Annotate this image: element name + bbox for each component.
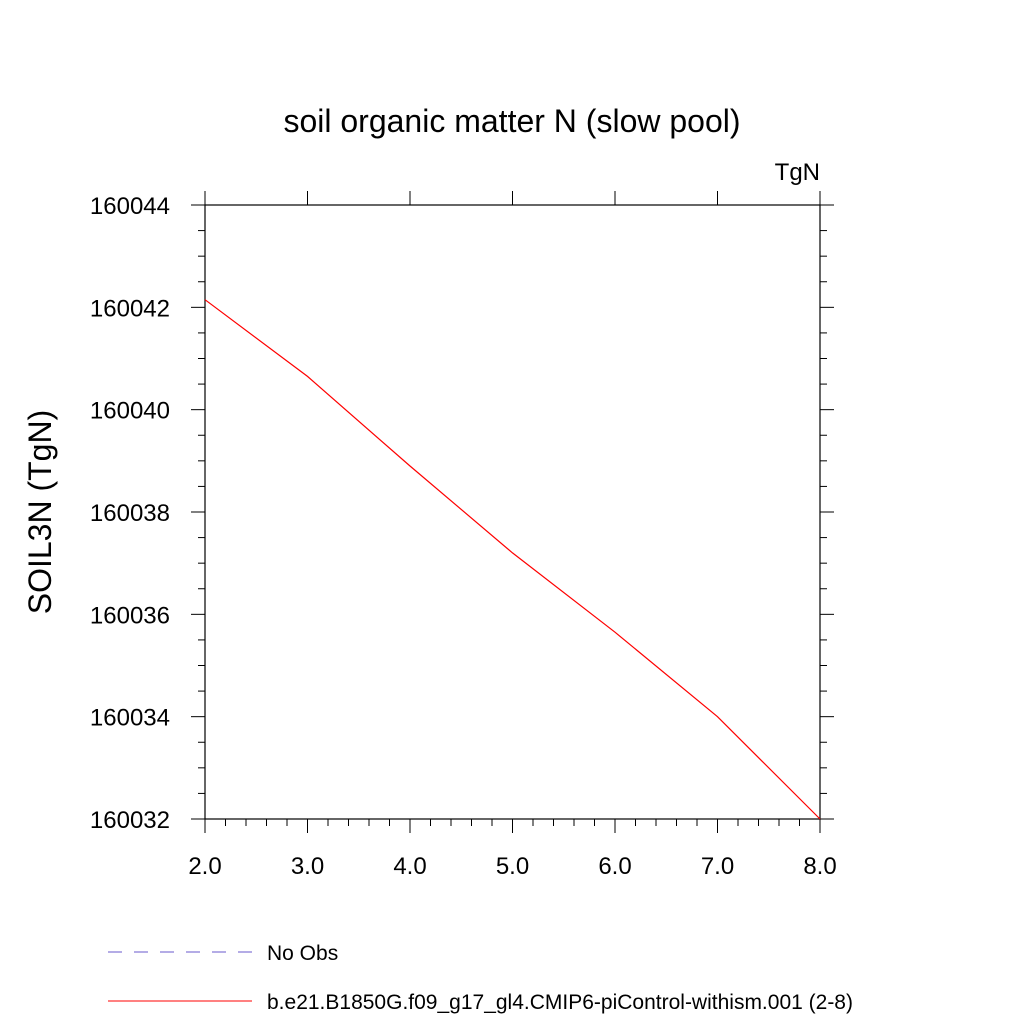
y-tick-label: 160040 [90, 398, 170, 425]
units-label: TgN [775, 159, 820, 186]
series-line [204, 299, 821, 820]
chart-title: soil organic matter N (slow pool) [283, 103, 740, 139]
x-tick-label: 8.0 [803, 853, 836, 880]
x-tick-label: 5.0 [496, 853, 529, 880]
y-axis-label: SOIL3N (TgN) [22, 410, 58, 614]
y-tick-label: 160034 [90, 705, 170, 732]
legend: No Obs b.e21.B1850G.f09_g17_gl4.CMIP6-piC… [108, 942, 853, 1014]
y-tick-label: 160036 [90, 602, 170, 629]
x-tick-label: 6.0 [598, 853, 631, 880]
legend-label: b.e21.B1850G.f09_g17_gl4.CMIP6-piControl… [267, 991, 853, 1014]
plot-series [204, 299, 821, 820]
y-tick-label: 160044 [90, 193, 170, 220]
y-tick-label: 160038 [90, 500, 170, 527]
legend-label: No Obs [267, 942, 338, 965]
x-tick-label: 2.0 [188, 853, 221, 880]
y-tick-label: 160032 [90, 807, 170, 834]
x-tick-label: 7.0 [701, 853, 734, 880]
plot-axes: 2.0 3.0 4.0 5.0 6.0 7.0 8.0 160032 160034 160036 1… [90, 191, 837, 880]
x-tick-label: 4.0 [393, 853, 426, 880]
x-tick-label: 3.0 [291, 853, 324, 880]
y-tick-label: 160042 [90, 295, 170, 322]
